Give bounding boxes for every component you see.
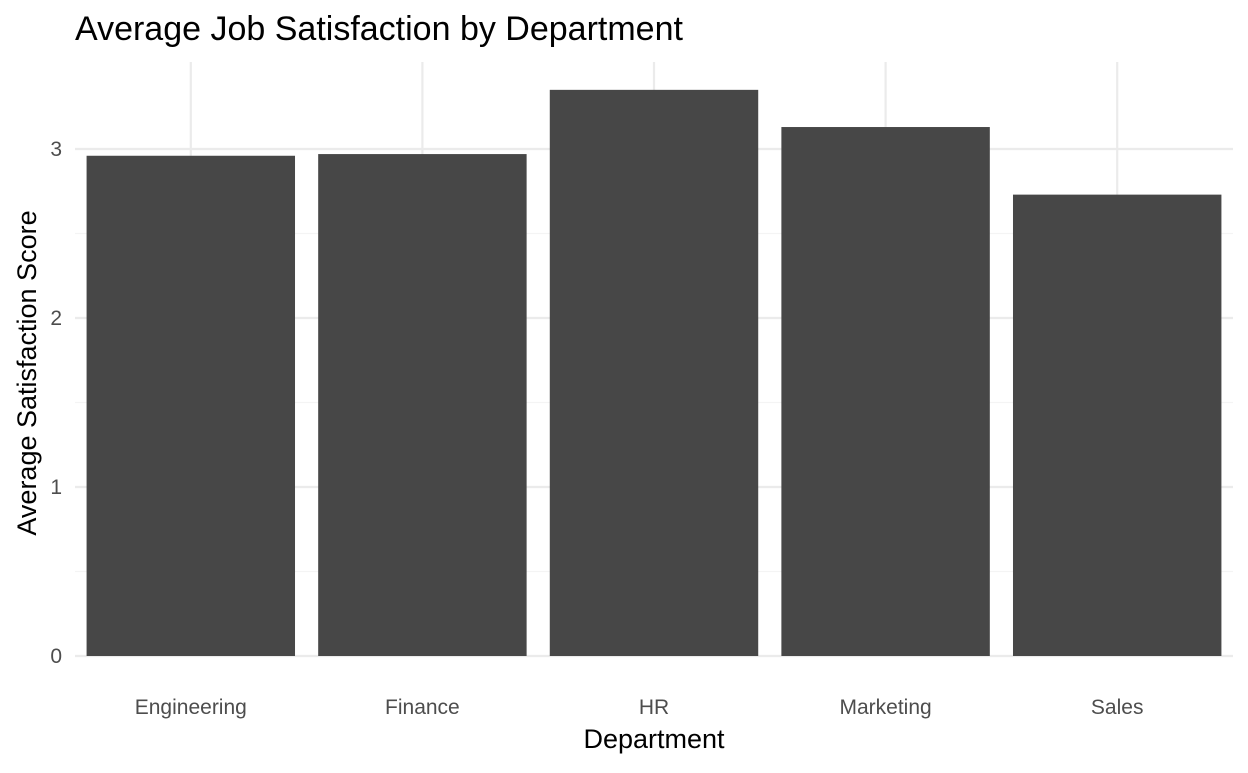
x-tick-label: Engineering bbox=[135, 696, 247, 719]
x-tick-label: HR bbox=[639, 696, 669, 719]
chart-title: Average Job Satisfaction by Department bbox=[75, 10, 683, 48]
bar-finance bbox=[318, 154, 527, 656]
x-tick-label: Marketing bbox=[839, 696, 931, 719]
y-tick-label: 2 bbox=[50, 307, 62, 330]
bar-engineering bbox=[86, 155, 296, 656]
bar-marketing bbox=[781, 127, 990, 656]
y-axis-title: Average Satisfaction Score bbox=[12, 210, 42, 535]
x-axis-title: Department bbox=[583, 724, 725, 754]
x-tick-label: Finance bbox=[385, 696, 460, 719]
bars bbox=[86, 89, 1222, 657]
x-tick-label: Sales bbox=[1091, 696, 1144, 719]
bar-sales bbox=[1012, 194, 1222, 656]
y-tick-label: 0 bbox=[50, 645, 62, 668]
bar-hr bbox=[549, 89, 759, 657]
tick-labels: 0 1 2 3 Engineering Finance HR Marketing Sales bbox=[50, 138, 1143, 719]
y-tick-label: 3 bbox=[50, 138, 62, 161]
y-tick-label: 1 bbox=[50, 476, 62, 499]
